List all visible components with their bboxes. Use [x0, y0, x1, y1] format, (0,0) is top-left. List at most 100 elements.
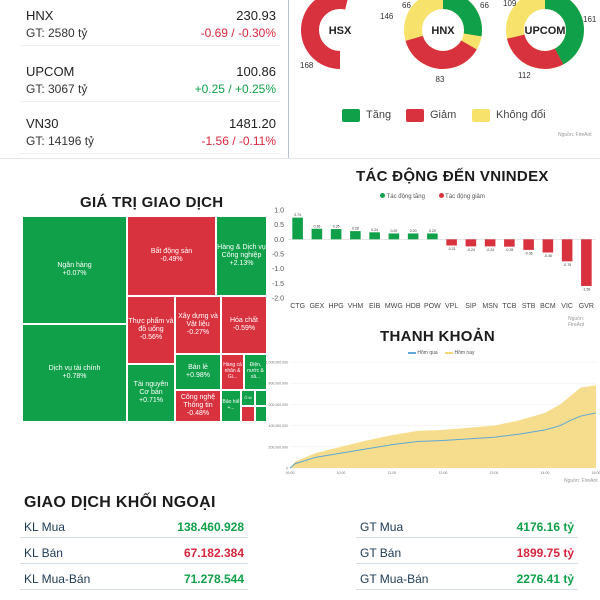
index-change: -1.56 / -0.11%	[201, 134, 276, 148]
index-name: VN30	[26, 116, 59, 131]
treemap-cell-dien-nuoc[interactable]: Điện, nước & xă...	[244, 354, 267, 390]
bar-data-label: 0.20	[429, 229, 436, 233]
x-tick-label: TCB	[502, 303, 516, 310]
x-tick-label: HDB	[406, 303, 421, 310]
y-tick-label: 1,000,000,000	[266, 361, 288, 365]
series-prev-line	[289, 412, 597, 469]
donut-upcom: UPCOM 109 161 112	[503, 0, 597, 80]
legend-swatch	[342, 109, 360, 122]
cell-change: +0.07%	[62, 270, 87, 277]
foreign-value: 1899.75 tỷ	[516, 546, 574, 560]
donut-hnx-khong-doi-count: 66	[402, 1, 411, 10]
donut-upcom-giam-count: 112	[518, 71, 531, 80]
y-tick-label: 600,000,000	[269, 403, 289, 407]
x-tick-label: VIC	[561, 303, 573, 310]
foreign-label: GT Mua	[360, 520, 404, 534]
index-card-hnx[interactable]: HNX GT: 2580 tỷ 230.93 -0.69 / -0.30%	[20, 6, 280, 46]
index-trade-value: GT: 2580 tỷ	[26, 26, 88, 40]
foreign-row-kl-mua: KL Mua 138.460.928	[20, 516, 248, 538]
treemap-cell-ngan-hang[interactable]: Ngân hàng +0.07%	[22, 216, 127, 324]
foreign-label: KL Bán	[24, 546, 63, 560]
cell-name: Xây dựng và Vật liệu	[178, 312, 218, 328]
bar-data-label: -0.21	[448, 247, 456, 251]
treemap-cell-tai-nguyen-co-ban[interactable]: Tài nguyên Cơ bản +0.71%	[127, 364, 175, 422]
y-tick-label: -1.5	[272, 281, 284, 288]
treemap-cell-ban-le[interactable]: Bán lẻ +0.98%	[175, 354, 221, 390]
bar-data-label: 0.35	[333, 225, 340, 229]
donut-hsx: HSX 146 168	[300, 0, 394, 70]
treemap-cell-bao-hiem[interactable]: Bảo hiể +...	[221, 390, 241, 422]
impact-source: Nguồn: FireAnt	[568, 316, 585, 328]
sector-treemap: Ngân hàng +0.07% Dịch vụ tài chính +0.78…	[22, 216, 267, 422]
y-tick-label: 0	[286, 467, 288, 471]
x-tick-label: HPG	[329, 303, 344, 310]
foreign-title: GIAO DỊCH KHỐI NGOẠI	[24, 494, 216, 511]
index-card-upcom[interactable]: UPCOM GT: 3067 tỷ 100.86 +0.25 / +0.25%	[20, 62, 280, 102]
index-card-vn30[interactable]: VN30 GT: 14196 tỷ 1481.20 -1.56 / -0.11%	[20, 114, 280, 154]
treemap-cell-bat-dong-san[interactable]: Bất động sản -0.49%	[127, 216, 216, 296]
treemap-cell-dich-vu-tai-chinh[interactable]: Dịch vụ tài chính +0.78%	[22, 324, 127, 422]
impact-bar	[369, 232, 380, 240]
x-tick-label: 11:00	[388, 471, 397, 475]
donut-hsx-tang-count: 146	[380, 12, 394, 21]
cell-change: +0.78%	[62, 373, 87, 380]
y-tick-label: -0.5	[272, 252, 284, 259]
donut-upcom-label: UPCOM	[525, 25, 566, 37]
foreign-value: 4176.16 tỷ	[516, 520, 574, 534]
panel-divider	[288, 0, 289, 158]
treemap-cell-thuc-pham-do-uong[interactable]: Thực phẩm và đồ uống -0.56%	[127, 296, 175, 364]
impact-bar	[484, 239, 496, 247]
donut-upcom-tang	[506, 0, 584, 69]
impact-bar	[292, 217, 303, 240]
cell-change: +0.71%	[139, 397, 163, 405]
impact-bar	[561, 239, 573, 262]
bar-data-label: 0.28	[352, 227, 359, 231]
legend-label: Không đổi	[496, 109, 546, 121]
donut-hnx-giam-count: 83	[436, 75, 445, 84]
legend-up-dot	[380, 193, 385, 198]
donut-upcom-khong-doi-count: 109	[503, 0, 517, 8]
cell-change: +...	[227, 405, 235, 411]
bar-data-label: 0.20	[410, 229, 417, 233]
bar-data-label: -0.45	[544, 254, 552, 258]
cell-name: Bán lẻ	[188, 363, 208, 371]
foreign-value: 2276.41 tỷ	[516, 572, 574, 586]
treemap-cell-hang-dich-vu-cong-nghiep[interactable]: Hàng & Dịch vụ Công nghiệp +2.13%	[216, 216, 267, 296]
treemap-cell-small-1[interactable]	[255, 390, 267, 406]
x-tick-label: 15:00	[592, 471, 600, 475]
legend-swatch	[406, 109, 424, 122]
cell-name: Thực phẩm và đồ uống	[128, 317, 174, 333]
index-change: -0.69 / -0.30%	[200, 26, 276, 40]
treemap-cell-small-2[interactable]	[241, 406, 255, 422]
bar-data-label: -0.36	[525, 251, 533, 255]
cell-name: Điện, nước & xă...	[247, 362, 264, 380]
index-name: HNX	[26, 8, 54, 23]
y-tick-label: 0.0	[274, 237, 284, 244]
cell-name: Dịch vụ tài chính	[48, 364, 101, 372]
foreign-label: GT Mua-Bán	[360, 572, 429, 586]
treemap-cell-cong-nghe-thong-tin[interactable]: Công nghệ Thông tin -0.48%	[175, 390, 221, 422]
legend-swatch	[472, 109, 490, 122]
index-name: UPCOM	[26, 64, 75, 79]
impact-bar	[542, 239, 554, 253]
impact-chart: 1.0 0.5 0.0 -0.5 -1.0 -1.5 -2.0 0.74 CTG 0.36 GEX 0…	[272, 208, 596, 310]
impact-bar	[311, 228, 323, 240]
y-tick-label: 800,000,000	[269, 382, 289, 386]
cell-name: Hàng cá nhân & Gi...	[223, 362, 242, 380]
x-tick-label: MWG	[385, 303, 403, 310]
treemap-cell-o-to[interactable]: Ô tô	[241, 390, 255, 406]
section-divider	[0, 158, 600, 159]
impact-title: TÁC ĐỘNG ĐẾN VNINDEX	[356, 168, 549, 185]
legend-down-label: Tác động giảm	[445, 194, 485, 200]
x-tick-label: EIB	[369, 303, 381, 310]
treemap-cell-small-3[interactable]	[255, 406, 267, 422]
legend-prev-label: Hôm qua	[417, 350, 438, 356]
bar-data-label: 0.36	[313, 224, 320, 228]
treemap-cell-hoa-chat[interactable]: Hóa chất -0.59%	[221, 296, 267, 354]
impact-bar	[465, 239, 477, 247]
cell-change: +2.13%	[229, 260, 254, 268]
treemap-cell-hang-ca-nhan[interactable]: Hàng cá nhân & Gi...	[221, 354, 244, 390]
donut-hsx-label: HSX	[329, 25, 352, 37]
treemap-cell-xay-dung-vat-lieu[interactable]: Xây dựng và Vật liệu -0.27%	[175, 296, 221, 354]
x-tick-label: SIP	[465, 303, 477, 310]
